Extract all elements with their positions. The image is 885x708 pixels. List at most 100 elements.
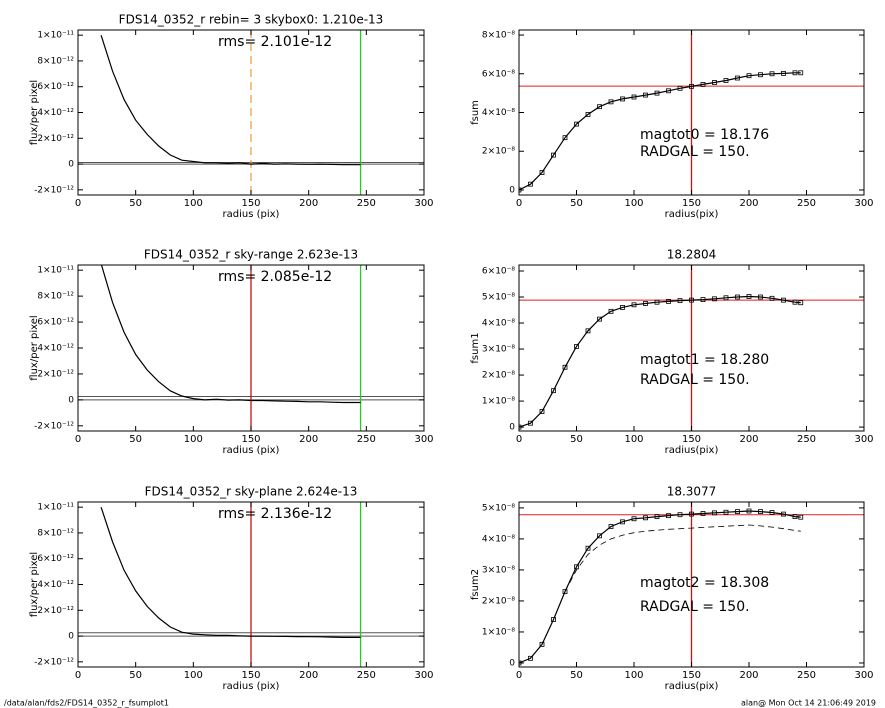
y-axis-label: fsum2	[470, 569, 481, 600]
y-tick-label: 8×10⁻⁸	[482, 31, 515, 41]
x-tick-label: 0	[516, 198, 522, 209]
x-tick-label: 200	[299, 670, 318, 681]
x-tick-label: 300	[414, 198, 433, 209]
marker	[574, 564, 579, 570]
y-tick-label: 1×10⁻¹¹	[37, 31, 74, 41]
x-axis-label: radius(pix)	[665, 681, 719, 692]
marker	[574, 121, 579, 127]
marker	[758, 509, 763, 515]
marker	[528, 181, 533, 187]
y-tick-label: 0	[509, 658, 515, 668]
annotation: rms= 2.136e-12	[218, 506, 332, 522]
marker	[585, 328, 591, 334]
marker	[597, 104, 602, 110]
y-axis-label: fsum1	[470, 332, 481, 363]
marker	[643, 92, 648, 98]
x-axis-label: radius(pix)	[665, 209, 719, 220]
x-tick-label: 50	[129, 434, 142, 445]
annotation: RADGAL = 150.	[640, 599, 750, 615]
y-tick-label: 5×10⁻⁸	[482, 293, 515, 303]
y-axis-label: fsum	[470, 100, 481, 125]
y-tick-label: 4×10⁻⁸	[482, 319, 515, 329]
y-tick-label: 3×10⁻⁸	[482, 345, 515, 355]
y-tick-label: -2×10⁻¹²	[34, 185, 74, 195]
series-line	[100, 35, 361, 166]
marker	[689, 511, 694, 517]
x-tick-label: 300	[854, 434, 873, 445]
marker	[735, 509, 740, 515]
y-tick-label: 6×10⁻⁸	[482, 266, 515, 276]
marker	[735, 75, 740, 81]
x-tick-label: 100	[184, 198, 203, 209]
series-line	[100, 265, 361, 404]
x-tick-label: 200	[739, 198, 758, 209]
y-axis-label: flux/per pixel	[29, 552, 40, 617]
marker	[781, 511, 786, 517]
plot	[78, 265, 424, 431]
x-tick-label: 200	[299, 434, 318, 445]
y-tick-label: 4×10⁻⁸	[482, 108, 515, 118]
x-tick-label: 250	[357, 670, 376, 681]
chart-title: FDS14_0352_r sky-range 2.623e-13	[144, 248, 358, 262]
chart-title: FDS14_0352_r rebin= 3 skybox0: 1.210e-13	[119, 13, 384, 27]
marker	[798, 514, 804, 520]
marker	[723, 509, 729, 515]
y-tick-label: 8×10⁻¹²	[37, 56, 74, 66]
x-tick-label: 150	[241, 670, 260, 681]
marker	[528, 420, 533, 426]
x-tick-label: 250	[357, 198, 376, 209]
marker	[539, 170, 545, 175]
y-tick-label: 1×10⁻¹¹	[37, 266, 74, 276]
marker	[608, 308, 614, 314]
marker	[798, 300, 804, 306]
x-tick-label: 100	[624, 434, 643, 445]
y-tick-label: 2×10⁻⁸	[482, 596, 515, 606]
marker	[700, 511, 706, 516]
y-tick-label: 5×10⁻⁸	[482, 503, 515, 513]
x-tick-label: 200	[739, 670, 758, 681]
marker	[551, 617, 556, 622]
x-tick-label: 100	[184, 670, 203, 681]
marker	[746, 73, 752, 79]
annotation: rms= 2.085e-12	[218, 269, 332, 285]
y-tick-label: 1×10⁻⁸	[482, 397, 515, 407]
marker	[654, 90, 660, 96]
x-tick-label: 250	[797, 670, 816, 681]
series-line	[564, 524, 801, 592]
x-tick-label: 50	[570, 434, 583, 445]
x-tick-label: 250	[797, 198, 816, 209]
x-tick-label: 50	[129, 670, 142, 681]
y-tick-label: 0	[509, 423, 515, 433]
marker	[689, 297, 694, 303]
marker	[597, 316, 602, 322]
x-axis-label: radius (pix)	[223, 681, 280, 692]
marker	[769, 510, 775, 515]
y-tick-label: 2×10⁻¹²	[37, 134, 74, 144]
marker	[643, 515, 648, 521]
x-tick-label: 0	[516, 670, 522, 681]
marker	[746, 294, 752, 299]
marker	[631, 516, 637, 522]
y-tick-label: 4×10⁻⁸	[482, 534, 515, 544]
marker	[585, 112, 591, 117]
annotation: rms= 2.101e-12	[218, 34, 332, 50]
x-tick-label: 300	[854, 198, 873, 209]
marker	[539, 641, 545, 647]
series-line	[100, 507, 361, 638]
marker	[677, 512, 683, 518]
y-tick-label: 3×10⁻⁸	[482, 565, 515, 575]
chart-title: 18.2804	[667, 248, 717, 262]
annotation: magtot1 = 18.280	[640, 352, 769, 368]
marker	[758, 294, 763, 300]
marker	[677, 85, 683, 91]
marker	[551, 152, 556, 158]
annotation: RADGAL = 150.	[640, 372, 750, 388]
annotation: magtot0 = 18.176	[640, 127, 769, 143]
x-tick-label: 300	[854, 670, 873, 681]
marker	[528, 655, 533, 661]
marker	[562, 135, 568, 141]
marker	[631, 302, 637, 308]
x-tick-label: 0	[75, 198, 81, 209]
marker	[551, 388, 556, 394]
